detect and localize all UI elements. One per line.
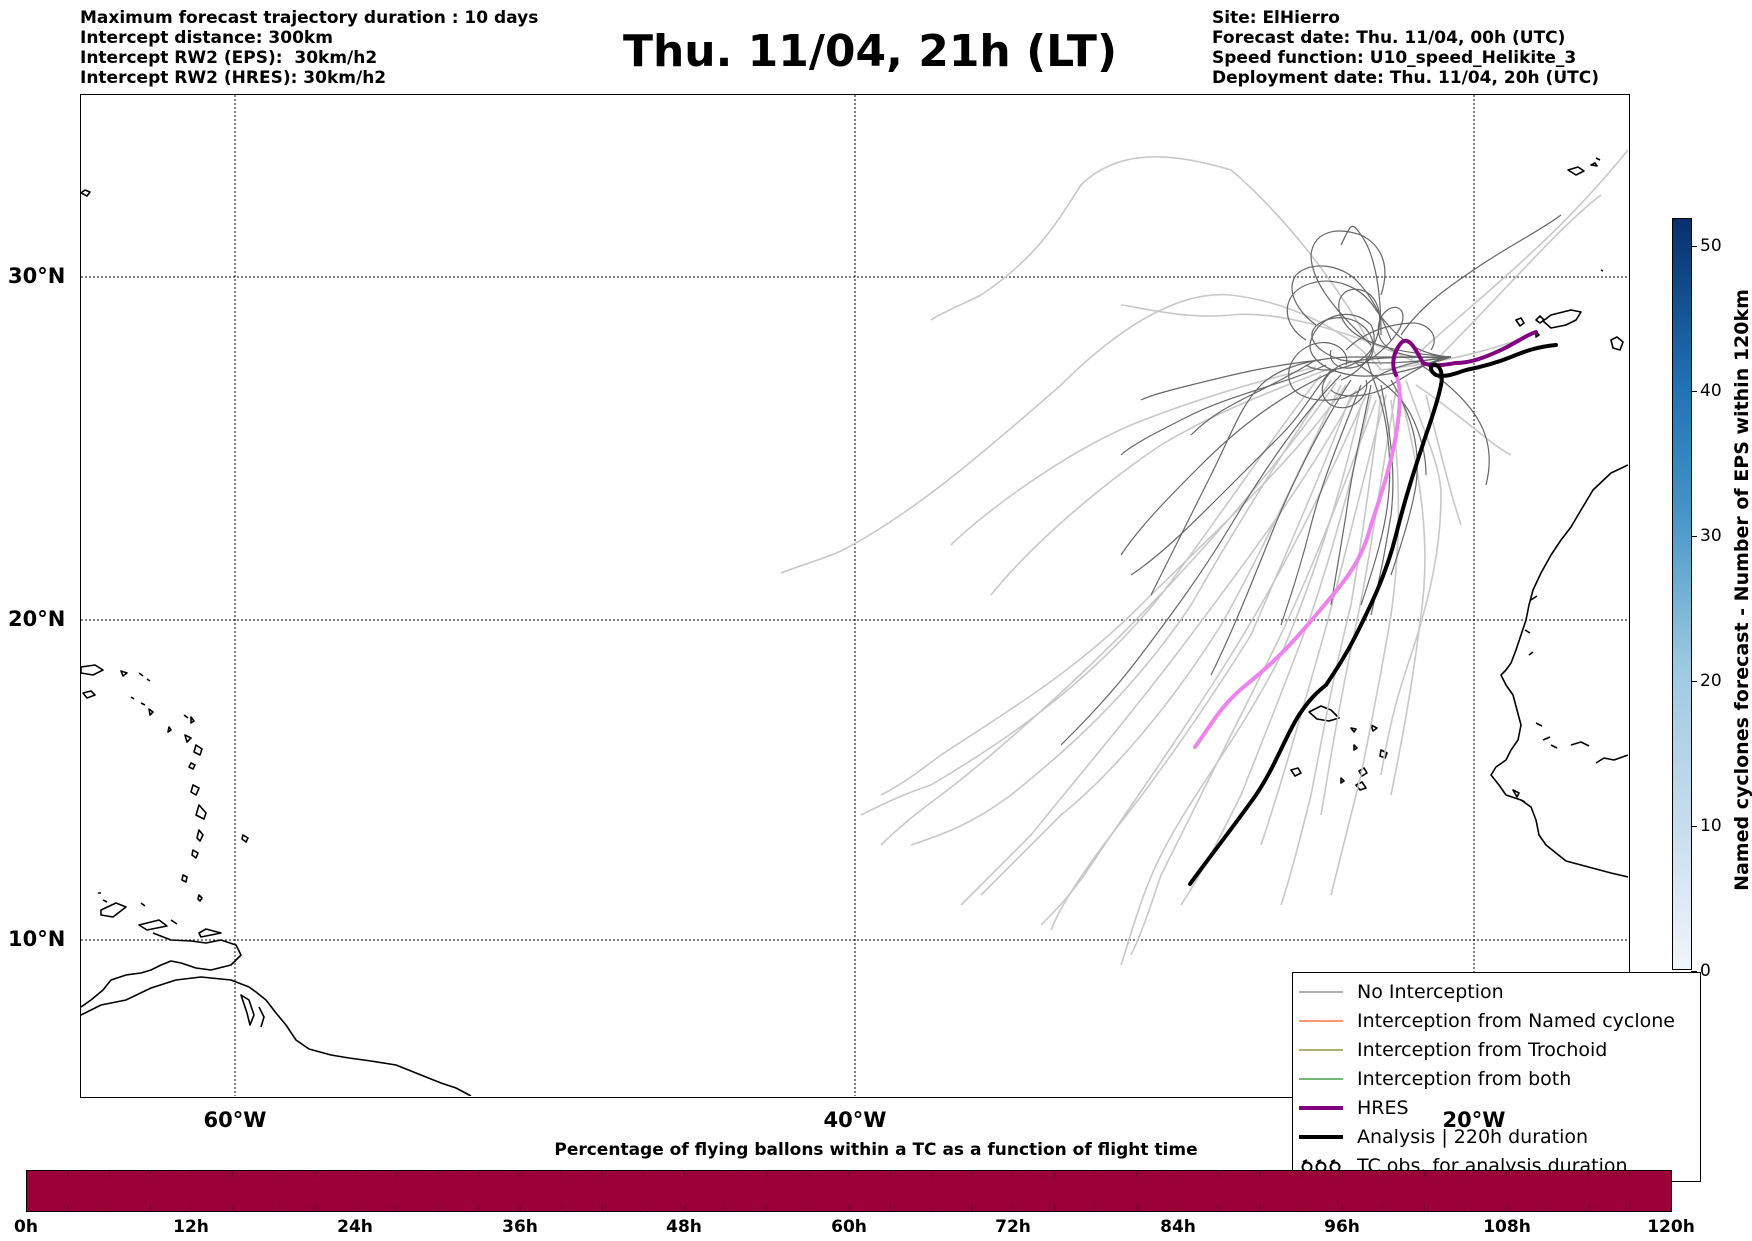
time-tick: 12h bbox=[173, 1217, 209, 1237]
legend-item-both: Interception from both bbox=[1293, 1064, 1700, 1093]
time-tick: 60h bbox=[831, 1217, 867, 1237]
time-tick: 108h bbox=[1483, 1217, 1531, 1237]
legend-item-analysis: Analysis | 220h duration bbox=[1293, 1122, 1700, 1151]
orinoco bbox=[240, 994, 265, 1028]
legend: No Interception Interception from Named … bbox=[1292, 972, 1701, 1182]
info-left-line: Intercept RW2 (EPS): 30km/h2 bbox=[80, 48, 378, 68]
selvagens bbox=[1600, 269, 1604, 272]
info-right-line: Forecast date: Thu. 11/04, 00h (UTC) bbox=[1212, 28, 1566, 48]
hres-track-late bbox=[1193, 373, 1402, 749]
time-tick: 24h bbox=[337, 1217, 373, 1237]
legend-line-icon bbox=[1299, 1048, 1343, 1051]
info-right-line: Speed function: U10_speed_Helikite_3 bbox=[1212, 48, 1577, 68]
bottom-colorbar-segments bbox=[67, 1171, 1631, 1211]
lon-label-40w: 40°W bbox=[823, 1108, 887, 1132]
lat-label-10n: 10°N bbox=[8, 927, 66, 951]
legend-line-icon bbox=[1299, 1105, 1343, 1110]
analysis-trajectory bbox=[1188, 343, 1558, 886]
legend-label: Interception from Named cyclone bbox=[1357, 1009, 1675, 1032]
bottom-colorbar bbox=[26, 1170, 1672, 1212]
info-right-line: Deployment date: Thu. 11/04, 20h (UTC) bbox=[1212, 68, 1599, 88]
info-right: Site: ElHierro Forecast date: Thu. 11/04… bbox=[1212, 8, 1599, 88]
legend-item-named-cyclone: Interception from Named cyclone bbox=[1293, 1006, 1700, 1035]
africa-coast-detail bbox=[1524, 595, 1628, 764]
legend-item-trochoid: Interception from Trochoid bbox=[1293, 1035, 1700, 1064]
bottom-colorbar-title: Percentage of flying ballons within a TC… bbox=[554, 1140, 1198, 1160]
info-left-line: Maximum forecast trajectory duration : 1… bbox=[80, 8, 539, 28]
eps-trajectories-dark bbox=[1060, 214, 1562, 746]
legend-line-icon bbox=[1299, 1077, 1343, 1080]
lat-label-20n: 20°N bbox=[8, 607, 66, 631]
madeira bbox=[1567, 157, 1601, 176]
legend-item-hres: HRES bbox=[1293, 1093, 1700, 1122]
lon-label-20w: 20°W bbox=[1442, 1108, 1506, 1132]
time-tick: 0h bbox=[14, 1217, 38, 1237]
cuba-tip bbox=[81, 189, 91, 197]
hispaniola-bits bbox=[82, 690, 154, 716]
eps-trajectories-light bbox=[780, 149, 1628, 966]
small-islands bbox=[98, 714, 249, 903]
legend-line-icon bbox=[1299, 990, 1343, 993]
map-frame[interactable]: No Interception Interception from Named … bbox=[80, 94, 1701, 1182]
legend-item-no-interception: No Interception bbox=[1293, 977, 1700, 1006]
time-tick: 96h bbox=[1324, 1217, 1360, 1237]
legend-label: No Interception bbox=[1357, 980, 1504, 1003]
lon-label-60w: 60°W bbox=[203, 1108, 267, 1132]
time-tick: 36h bbox=[502, 1217, 538, 1237]
aruba-curacao bbox=[138, 919, 178, 931]
puerto-rico-virgin bbox=[81, 664, 151, 682]
africa-coast bbox=[1490, 464, 1628, 878]
lat-label-30n: 30°N bbox=[8, 264, 66, 288]
lesser-antilles bbox=[181, 744, 207, 902]
legend-line-icon bbox=[1299, 1019, 1343, 1022]
analysis-track bbox=[1188, 343, 1558, 886]
trinidad-coast bbox=[198, 928, 222, 938]
colorbar-tick-20: 20 bbox=[1691, 671, 1722, 691]
colorbar-tick-40: 40 bbox=[1691, 381, 1722, 401]
info-left-line: Intercept distance: 300km bbox=[80, 28, 333, 48]
map-canvas[interactable] bbox=[81, 95, 1628, 1096]
colorbar-tick-50: 50 bbox=[1691, 236, 1722, 256]
legend-label: Interception from both bbox=[1357, 1067, 1572, 1090]
legend-label: HRES bbox=[1357, 1096, 1409, 1119]
time-tick: 48h bbox=[666, 1217, 702, 1237]
south-america-coast bbox=[81, 976, 472, 1096]
legend-line-icon bbox=[1299, 1134, 1343, 1139]
bijagos bbox=[1512, 789, 1526, 803]
info-left-line: Intercept RW2 (HRES): 30km/h2 bbox=[80, 68, 387, 88]
caribbean-east bbox=[100, 902, 146, 918]
colorbar-label: Named cyclones forecast - Number of EPS … bbox=[1731, 289, 1752, 891]
graticule bbox=[81, 95, 1628, 1096]
named-cyclones-colorbar bbox=[1672, 218, 1692, 970]
venezuela-coast bbox=[81, 932, 242, 1008]
time-tick: 72h bbox=[995, 1217, 1031, 1237]
colorbar-tick-10: 10 bbox=[1691, 816, 1722, 836]
time-tick: 120h bbox=[1647, 1217, 1695, 1237]
time-tick: 84h bbox=[1160, 1217, 1196, 1237]
legend-label: Analysis | 220h duration bbox=[1357, 1125, 1589, 1148]
coastlines bbox=[81, 157, 1628, 1096]
canary-islands bbox=[1515, 309, 1624, 351]
legend-label: Interception from Trochoid bbox=[1357, 1038, 1608, 1061]
colorbar-tick-0: 0 bbox=[1691, 961, 1711, 981]
info-right-line: Site: ElHierro bbox=[1212, 8, 1340, 28]
page-title: Thu. 11/04, 21h (LT) bbox=[622, 26, 1118, 77]
info-left: Maximum forecast trajectory duration : 1… bbox=[80, 8, 538, 88]
colorbar-tick-30: 30 bbox=[1691, 526, 1722, 546]
cape-verde bbox=[1290, 705, 1388, 791]
